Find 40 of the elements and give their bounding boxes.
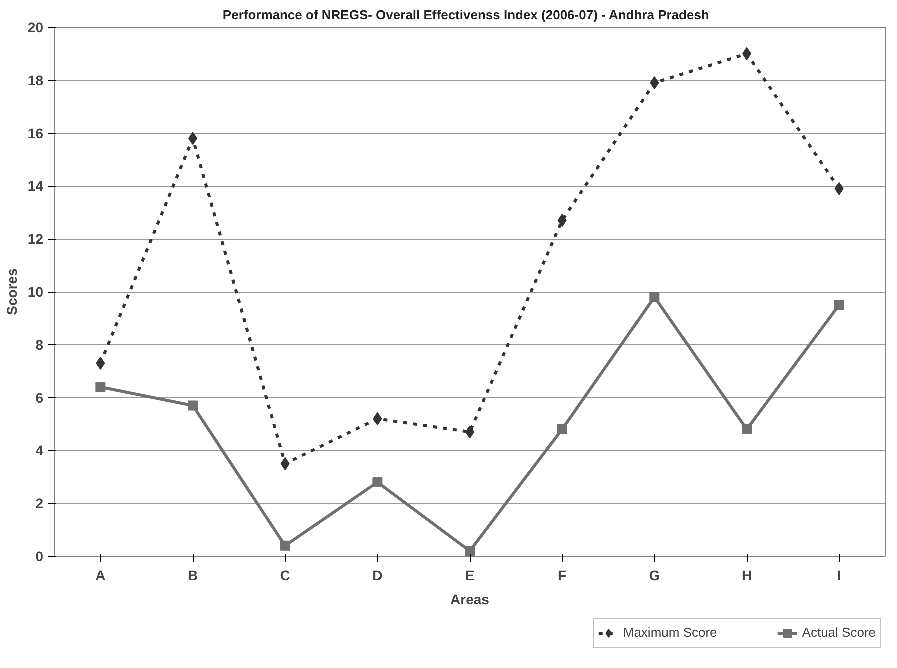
point — [650, 292, 660, 302]
point — [558, 214, 567, 228]
x-tick-label: E — [465, 568, 475, 584]
y-tick-label: 8 — [36, 336, 44, 353]
y-tick-label: 2 — [36, 496, 44, 512]
x-axis-title: Areas — [450, 592, 490, 608]
legend-label: Actual Score — [802, 625, 876, 640]
y-tick-label: 16 — [28, 125, 44, 142]
point — [834, 182, 844, 196]
x-tick-label: I — [837, 568, 842, 584]
point — [834, 300, 844, 310]
y-tick-label: 4 — [36, 442, 44, 459]
point — [280, 457, 290, 470]
x-tick-label: H — [742, 568, 752, 584]
x-tick-label: A — [96, 568, 106, 584]
y-tick-label: 18 — [28, 72, 44, 88]
point — [188, 400, 198, 411]
point — [742, 424, 752, 435]
y-tick-label: 20 — [28, 20, 44, 36]
point — [96, 382, 106, 392]
point — [280, 540, 290, 551]
y-tick-label: 6 — [36, 390, 44, 406]
point — [96, 356, 106, 370]
point — [650, 76, 660, 90]
point — [557, 424, 568, 435]
legend-label: Maximum Score — [623, 625, 718, 640]
y-tick-label: 14 — [28, 178, 44, 194]
y-tick-label: 12 — [28, 231, 44, 248]
x-tick-label: D — [372, 568, 383, 584]
y-tick-label: 0 — [36, 548, 44, 564]
y-axis-title: Scores — [4, 268, 20, 316]
x-tick-label: B — [188, 568, 198, 584]
x-tick-label: F — [558, 568, 568, 584]
point — [373, 412, 382, 426]
chart-title: Performance of NREGS- Overall Effectivenss Index (2006-07) - Andhra Pradesh — [222, 8, 710, 22]
x-tick-label: G — [649, 568, 660, 584]
point — [465, 546, 475, 556]
y-tick-label: 10 — [28, 284, 44, 300]
x-tick-label: C — [280, 568, 290, 584]
point — [372, 477, 383, 488]
